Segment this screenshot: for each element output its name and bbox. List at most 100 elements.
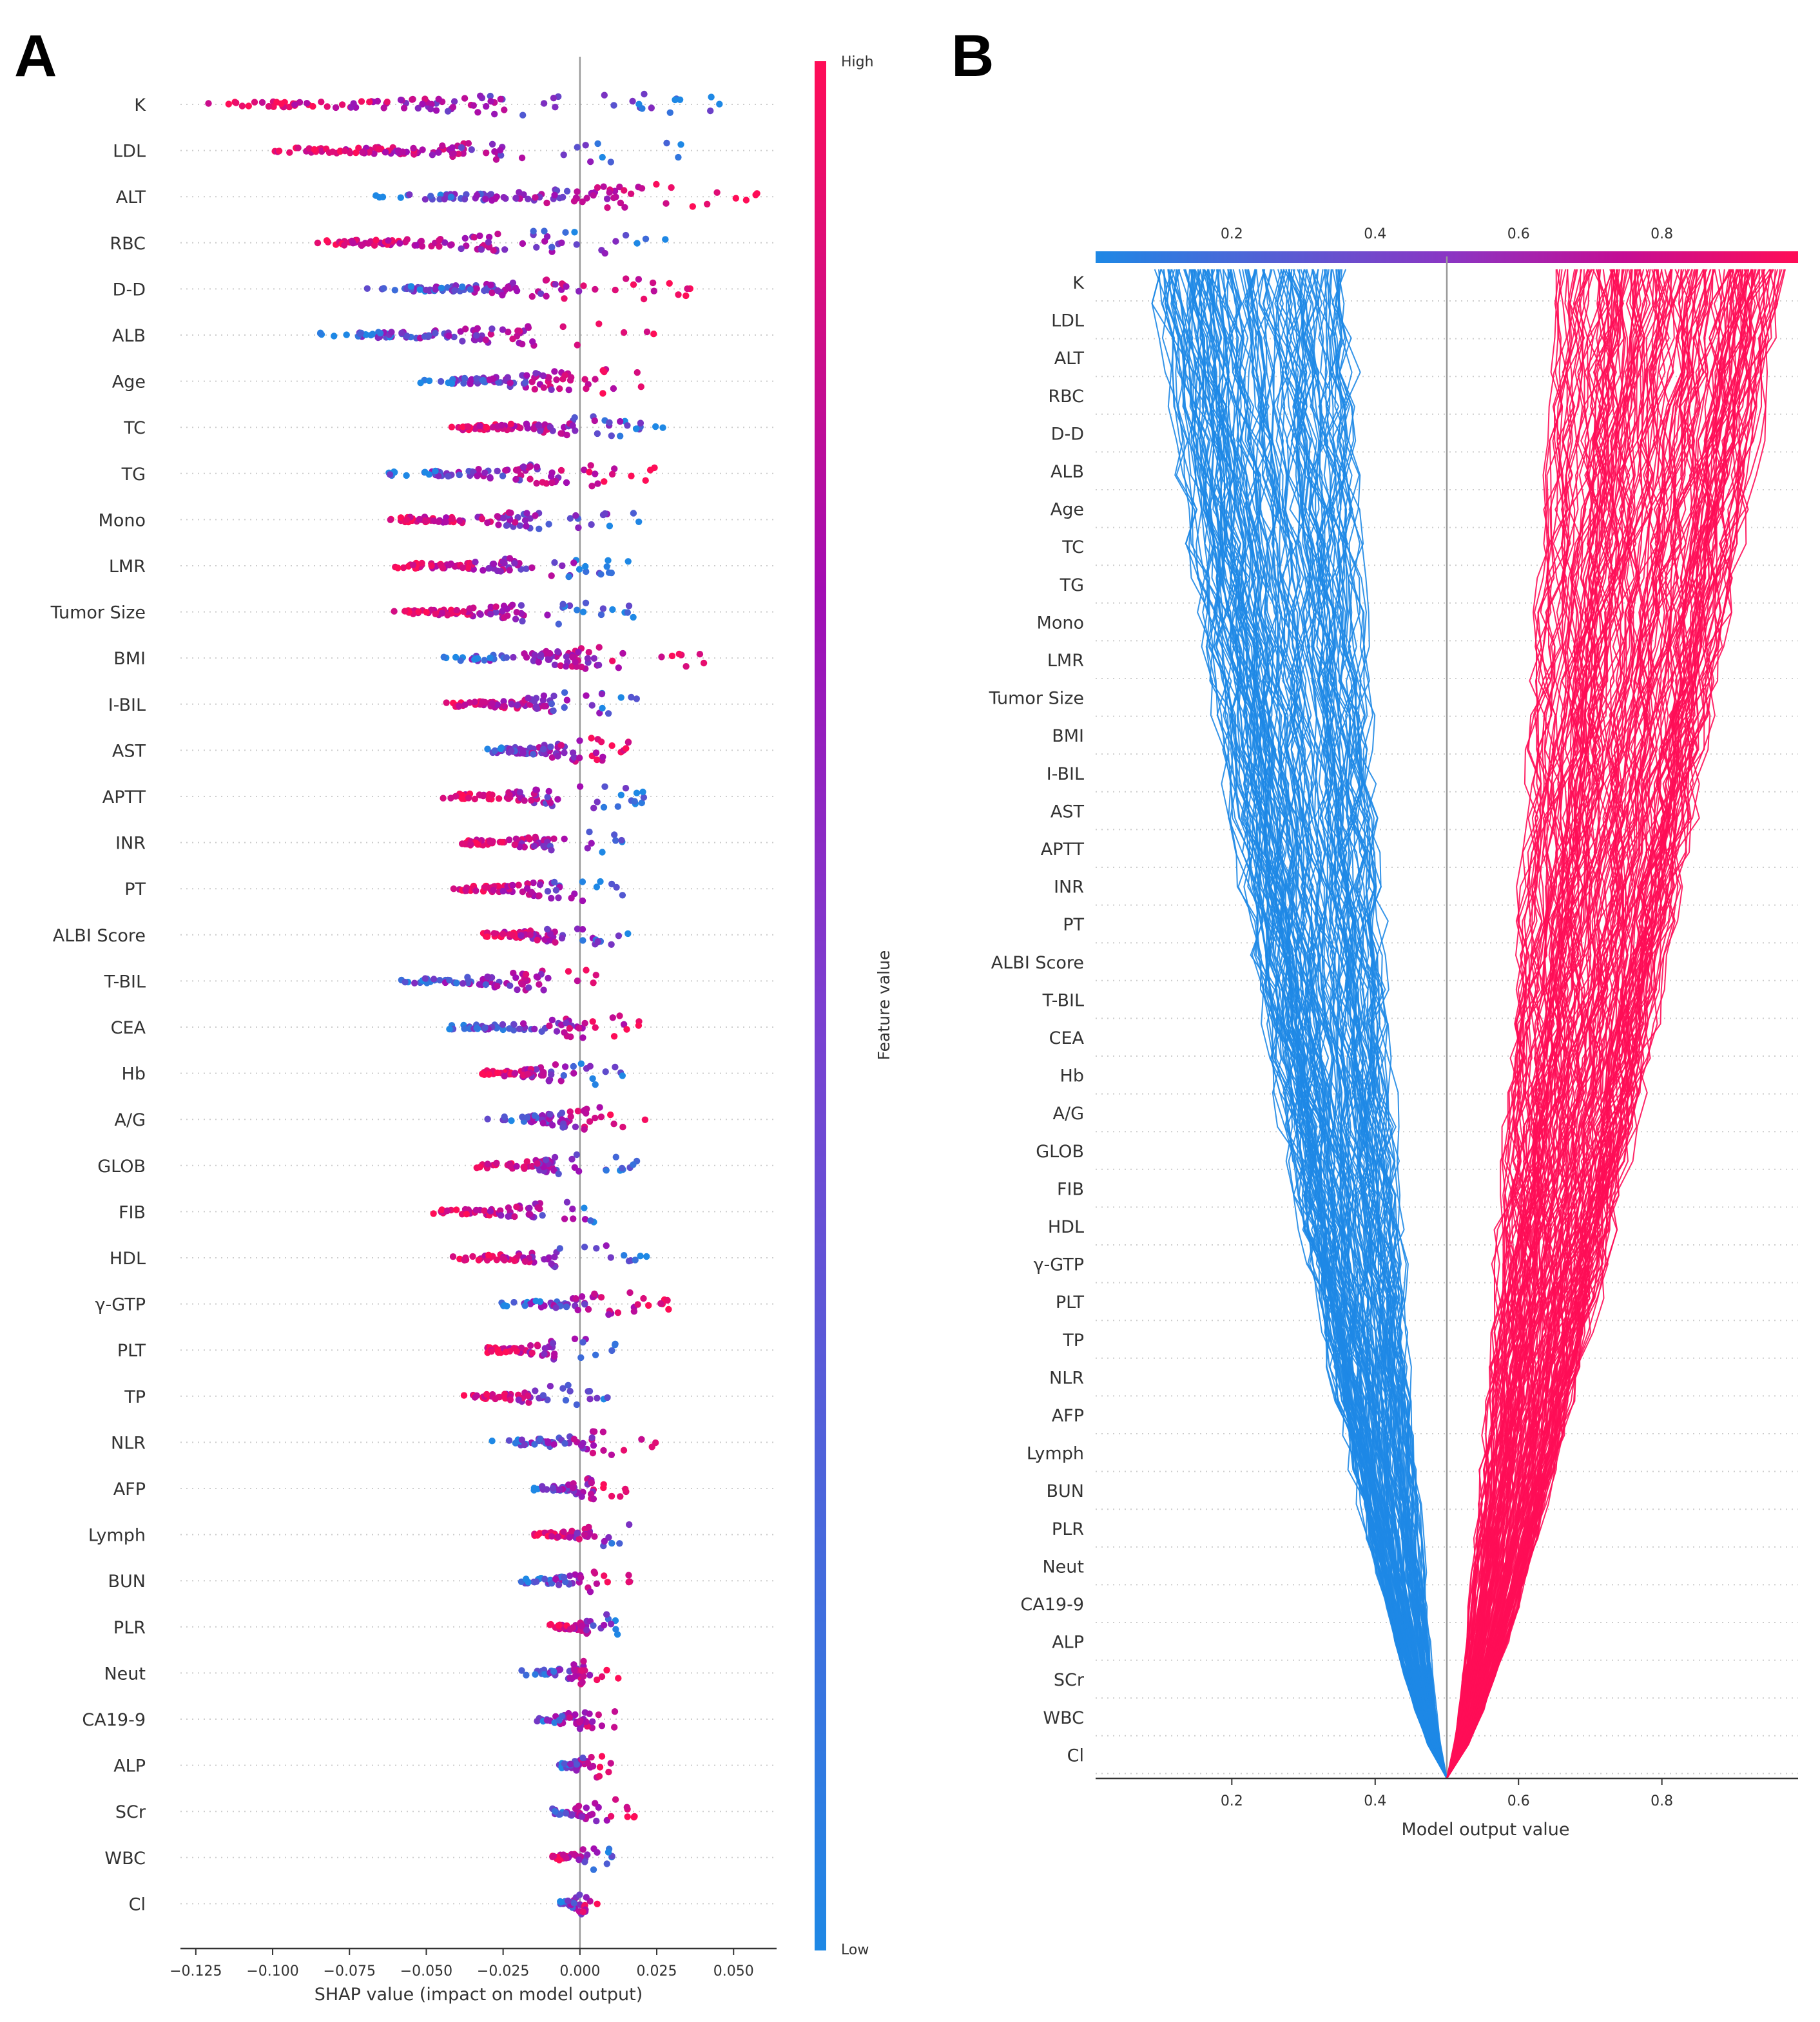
panel-a-dot [358, 98, 365, 105]
panel-a-dot [481, 469, 489, 476]
panel-a-dot [525, 195, 532, 202]
panel-a-dot [573, 1151, 581, 1159]
panel-a-dot [508, 747, 515, 755]
panel-a-dot [519, 1113, 526, 1121]
panel-a-dot [403, 332, 411, 340]
panel-a-dot [576, 1856, 583, 1863]
panel-a-dot [624, 422, 631, 429]
panel-a-dot [503, 654, 510, 661]
panel-a-dot [495, 521, 502, 528]
panel-a-dot [465, 140, 472, 147]
panel-a-dot [625, 602, 633, 610]
panel-a-dot [494, 467, 501, 475]
panel-a-dot [583, 1626, 590, 1633]
panel-b-decision-line [1446, 269, 1732, 1779]
panel-b-decision-line [1446, 269, 1689, 1779]
panel-a-dot [538, 1028, 545, 1035]
panel-a-dot [588, 1434, 595, 1441]
panel-a-dot [427, 193, 434, 200]
panel-a-dot [595, 661, 603, 669]
panel-a-dot [513, 287, 521, 294]
panel-a-dot [592, 1024, 599, 1031]
panel-b-decision-line [1446, 269, 1687, 1779]
panel-a-dot [637, 419, 644, 427]
panel-a-dot [518, 932, 525, 939]
panel-b-decision-line [1446, 269, 1734, 1779]
panel-a-dot [534, 1717, 541, 1725]
panel-a-dot [507, 380, 514, 387]
panel-a-dot [541, 1351, 548, 1358]
panel-a-dot [576, 783, 584, 790]
panel-a-dot [608, 1492, 615, 1500]
panel-a-dot [516, 522, 523, 529]
panel-a-dot [494, 983, 501, 990]
panel-a-dot [572, 1295, 579, 1302]
panel-a-dot [599, 390, 606, 397]
panel-a-dot [617, 1493, 624, 1500]
panel-b-feature-label: Cl [1067, 1746, 1084, 1766]
panel-a-dot [551, 559, 558, 566]
panel-a-dot [513, 1203, 520, 1211]
panel-b-decision-line [1191, 269, 1447, 1779]
panel-b-feature-label: RBC [1048, 387, 1084, 407]
panel-a-dot [556, 1856, 563, 1863]
panel-a-dot [456, 471, 463, 479]
panel-a-dot [418, 243, 426, 250]
panel-a-dot [632, 425, 640, 432]
panel-a-dot [471, 698, 478, 706]
panel-a-dot [659, 424, 666, 431]
panel-a-dot [501, 106, 508, 113]
panel-a-dot [481, 287, 488, 294]
panel-a-dot [561, 372, 568, 379]
panel-a-dot [445, 332, 452, 340]
panel-a-dot [596, 1764, 604, 1771]
panel-b-top-tick-label: 0.4 [1364, 226, 1386, 242]
panel-a-dot [608, 880, 615, 888]
panel-a-dot [610, 102, 617, 109]
panel-a-dot [551, 368, 558, 375]
panel-a-dot [581, 1204, 588, 1211]
panel-a-dot [466, 605, 474, 612]
panel-a-dot [502, 467, 509, 474]
panel-a-dot [597, 1294, 605, 1301]
panel-b-decision-line [1331, 269, 1447, 1779]
panel-a-feature-label: ALB [112, 326, 146, 346]
panel-a-dot [549, 1340, 557, 1347]
panel-a-dot [477, 611, 484, 618]
panel-a-dot [662, 236, 669, 243]
panel-a-dot [594, 140, 601, 148]
panel-a-dot [592, 972, 599, 979]
panel-a-dot [607, 1111, 614, 1119]
panel-a-feature-label: AFP [113, 1479, 146, 1499]
panel-a-dot [533, 463, 541, 470]
panel-a-dot [614, 1309, 622, 1316]
panel-a-dot [536, 1530, 543, 1537]
panel-a-dot [600, 1621, 608, 1629]
panel-a-dot [619, 1072, 626, 1079]
panel-a-dot [635, 276, 643, 283]
panel-a-dot [494, 287, 501, 294]
panel-a-dot [646, 467, 654, 474]
panel-a-dot [537, 651, 545, 659]
panel-a-letter: A [14, 23, 57, 89]
panel-a-dot [546, 650, 554, 657]
panel-a-dot [594, 480, 601, 487]
panel-a-dot [609, 606, 616, 613]
panel-a-dot [375, 146, 382, 153]
panel-a-dot [626, 1521, 633, 1528]
panel-a-dot [561, 295, 568, 302]
panel-b-decision-line [1255, 269, 1447, 1779]
panel-b-decision-line [1242, 269, 1447, 1779]
panel-a-dot [610, 1121, 617, 1128]
panel-a-dot [511, 560, 518, 567]
panel-a-dot [399, 148, 407, 155]
panel-a-dot [550, 1853, 557, 1860]
panel-a-dot [523, 885, 531, 892]
panel-a-dot [556, 1486, 563, 1494]
panel-a-dot [446, 977, 453, 984]
panel-a-dot [523, 523, 530, 530]
panel-a-dot [458, 795, 466, 802]
panel-a-dot [471, 425, 479, 432]
panel-a-dot [640, 794, 648, 801]
panel-a-dot [608, 742, 615, 749]
